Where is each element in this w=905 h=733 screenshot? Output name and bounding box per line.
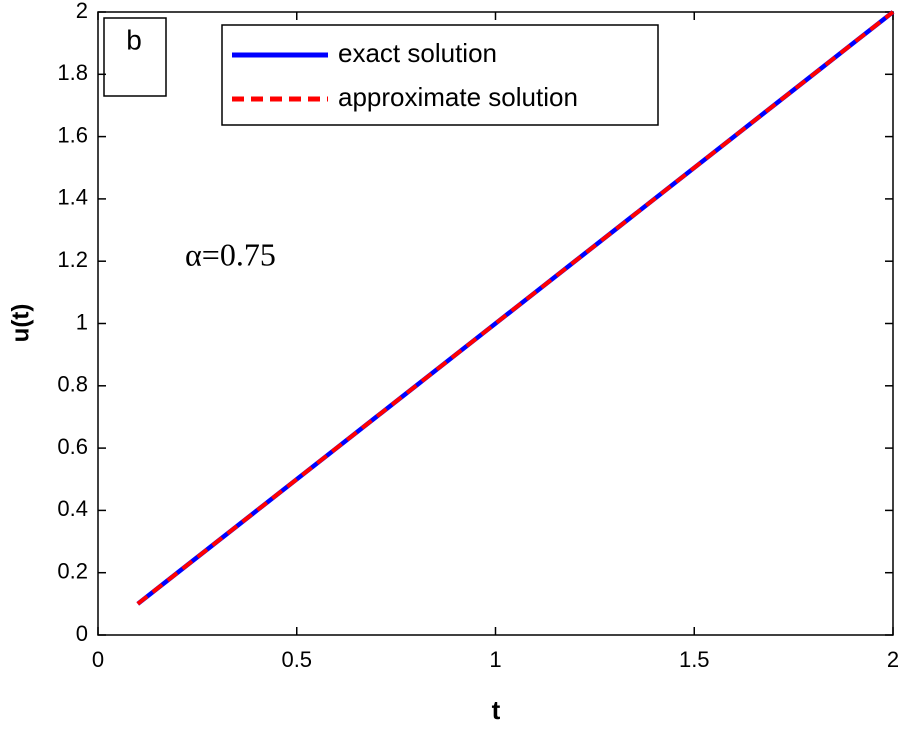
y-axis-label: u(t)	[7, 304, 34, 343]
legend	[221, 24, 659, 126]
x-axis-label: t	[492, 695, 501, 725]
y-tick-label: 0.2	[57, 559, 88, 584]
x-tick-label: 0.5	[281, 647, 312, 672]
y-tick-label: 1.4	[57, 185, 88, 210]
y-tick-label: 1.2	[57, 247, 88, 272]
y-tick-label: 0.8	[57, 372, 88, 397]
y-tick-label: 0	[76, 621, 88, 646]
x-tick-label: 1.5	[679, 647, 710, 672]
series-line	[136, 10, 895, 606]
panel-label: b	[126, 24, 142, 55]
panel-box	[103, 17, 167, 97]
x-tick-label: 2	[887, 647, 899, 672]
y-tick-label: 1	[76, 309, 88, 334]
alpha-annotation: α=0.75	[185, 236, 276, 272]
y-tick-label: 0.6	[57, 434, 88, 459]
legend-label: approximate solution	[338, 82, 578, 112]
y-tick-label: 1.6	[57, 122, 88, 147]
x-tick-label: 0	[92, 647, 104, 672]
y-tick-label: 0.4	[57, 496, 88, 521]
legend-label: exact solution	[338, 38, 497, 68]
y-tick-label: 1.8	[57, 60, 88, 85]
x-tick-label: 1	[489, 647, 501, 672]
y-tick-label: 2	[76, 0, 88, 23]
